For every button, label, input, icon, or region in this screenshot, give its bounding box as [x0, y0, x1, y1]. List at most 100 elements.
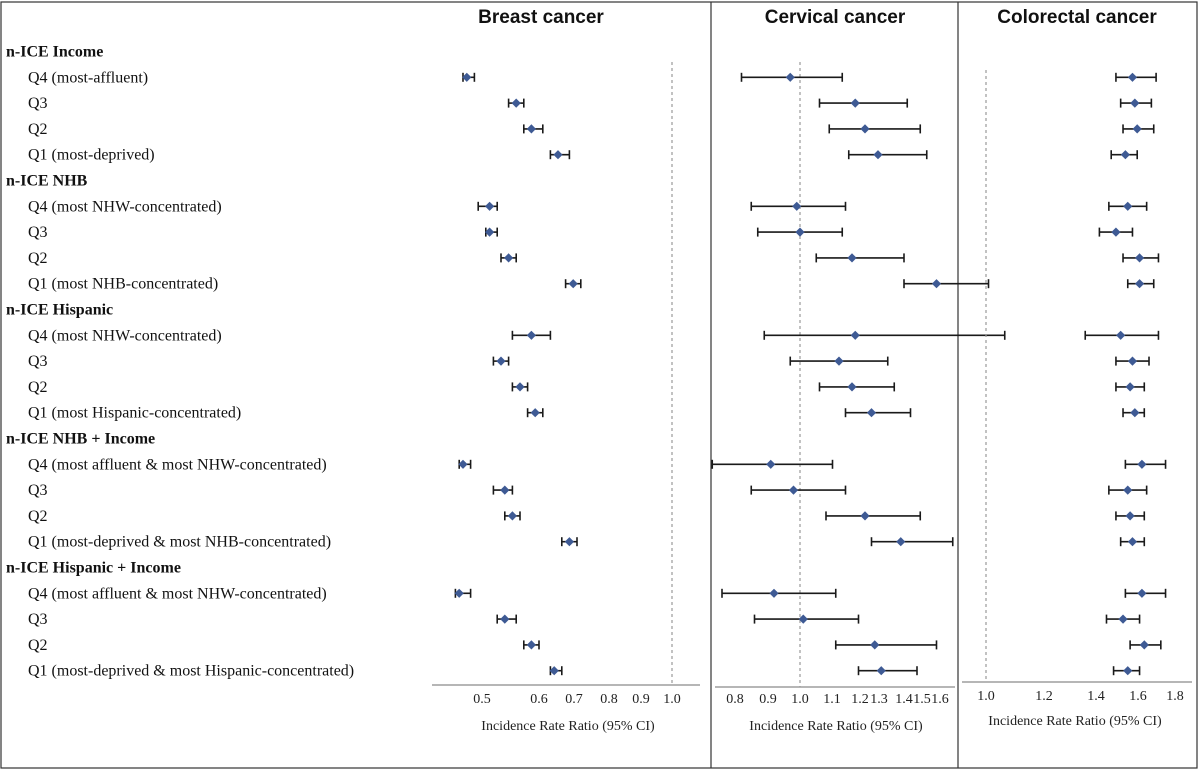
estimate-point	[1127, 72, 1138, 82]
estimate-point	[564, 537, 574, 547]
estimate-point	[769, 588, 779, 598]
x-tick-label: 0.8	[726, 692, 744, 707]
x-tick-label: 1.3	[870, 692, 888, 707]
estimate-point	[504, 253, 514, 263]
row-label: Q1 (most-deprived & most NHB-concentrate…	[28, 534, 331, 551]
panel-breast: 0.5 0.6 0.7 0.8 0.9 1.0 Incidence Rate Ratio (…	[432, 62, 700, 734]
estimate-point	[526, 330, 536, 340]
row-label: Q1 (most NHB-concentrated)	[28, 276, 218, 293]
estimate-point	[1130, 408, 1140, 418]
estimate-point	[454, 588, 464, 598]
panel-colorectal: 1.0 1.2 1.4 1.6 1.8 Incidence Rate Ratio (95%…	[962, 70, 1192, 729]
row-label: Q2	[28, 379, 48, 396]
estimate-point	[507, 511, 517, 521]
estimate-point	[496, 356, 506, 366]
estimate-point	[850, 330, 860, 340]
estimate-point	[568, 279, 578, 289]
estimate-point	[549, 666, 559, 676]
row-label: Q3	[28, 353, 48, 370]
estimate-point	[847, 253, 857, 263]
group-header: n-ICE NHB	[6, 173, 88, 190]
estimate-point	[785, 72, 795, 82]
estimate-point	[526, 124, 536, 134]
estimate-point	[1134, 279, 1145, 289]
x-tick-label: 1.5	[913, 692, 931, 707]
x-tick-label: 1.1	[823, 692, 841, 707]
row-label: Q2	[28, 637, 48, 654]
row-label: Q4 (most affluent & most NHW-concentrate…	[28, 456, 327, 473]
estimate-point	[1123, 666, 1133, 676]
estimate-point	[876, 666, 886, 676]
estimate-point	[1132, 124, 1142, 134]
estimate-point	[873, 150, 883, 160]
estimate-point	[511, 98, 521, 108]
group-header: n-ICE NHB + Income	[6, 431, 155, 448]
x-tick-label: 0.9	[632, 692, 650, 707]
row-label: Q4 (most NHW-concentrated)	[28, 327, 222, 344]
estimate-point	[896, 537, 906, 547]
estimate-point	[788, 485, 799, 495]
estimate-point	[850, 98, 860, 108]
estimate-point	[485, 201, 495, 211]
group-header: n-ICE Hispanic + Income	[6, 560, 181, 577]
panel-cervical: 0.8 0.9 1.0 1.1 1.2 1.3 1.4 1.5 1.6 Incidence Rat…	[711, 62, 1006, 734]
x-axis-label: Incidence Rate Ratio (95% CI)	[749, 719, 923, 734]
x-tick-label: 0.9	[759, 692, 777, 707]
x-tick-label: 1.0	[977, 689, 995, 704]
estimate-point	[931, 279, 942, 289]
x-tick-label: 0.7	[565, 692, 583, 707]
x-tick-label: 1.0	[663, 692, 681, 707]
row-labels: n-ICE Income Q4 (most-affluent) Q3 Q2 Q1 (mo…	[6, 44, 354, 680]
x-tick-label: 1.6	[931, 692, 949, 707]
x-axis-label: Incidence Rate Ratio (95% CI)	[481, 719, 655, 734]
estimate-point	[866, 408, 877, 418]
estimate-point	[553, 150, 563, 160]
estimate-point	[1123, 485, 1133, 495]
x-tick-label: 1.6	[1129, 689, 1147, 704]
estimate-point	[500, 485, 510, 495]
panel-title-colorectal: Colorectal cancer	[997, 7, 1157, 28]
row-label: Q3	[28, 95, 48, 112]
x-tick-label: 0.6	[530, 692, 548, 707]
estimate-point	[1139, 640, 1149, 650]
estimate-point	[462, 72, 472, 82]
x-tick-label: 1.4	[895, 692, 913, 707]
estimate-point	[798, 614, 808, 624]
estimate-point	[526, 640, 536, 650]
estimate-point	[1127, 356, 1138, 366]
x-tick-label: 1.0	[791, 692, 809, 707]
row-label: Q2	[28, 121, 48, 138]
estimate-point	[1137, 588, 1147, 598]
x-tick-label: 0.8	[600, 692, 618, 707]
group-header: n-ICE Hispanic	[6, 302, 113, 319]
row-label: Q1 (most-deprived & most Hispanic-concen…	[28, 663, 354, 680]
estimate-point	[1123, 201, 1133, 211]
row-label: Q1 (most Hispanic-concentrated)	[28, 405, 241, 422]
row-label: Q2	[28, 250, 48, 267]
estimate-point	[1118, 614, 1128, 624]
estimate-point	[860, 511, 870, 521]
row-label: Q4 (most affluent & most NHW-concentrate…	[28, 585, 327, 602]
estimate-point	[458, 459, 468, 469]
estimate-point	[1127, 537, 1138, 547]
estimate-point	[1120, 150, 1130, 160]
row-label: Q3	[28, 482, 48, 499]
x-tick-label: 1.4	[1087, 689, 1105, 704]
estimate-point	[500, 614, 510, 624]
row-label: Q2	[28, 508, 48, 525]
row-label: Q4 (most-affluent)	[28, 69, 148, 86]
panel-title-cervical: Cervical cancer	[765, 7, 906, 28]
row-label: Q3	[28, 611, 48, 628]
estimate-point	[485, 227, 495, 237]
estimate-point	[1125, 511, 1135, 521]
estimate-point	[1134, 253, 1145, 263]
estimate-point	[834, 356, 844, 366]
estimate-point	[847, 382, 857, 392]
estimate-point	[792, 201, 802, 211]
estimate-point	[860, 124, 870, 134]
estimate-point	[530, 408, 540, 418]
estimate-point	[870, 640, 880, 650]
row-label: Q1 (most-deprived)	[28, 147, 155, 164]
